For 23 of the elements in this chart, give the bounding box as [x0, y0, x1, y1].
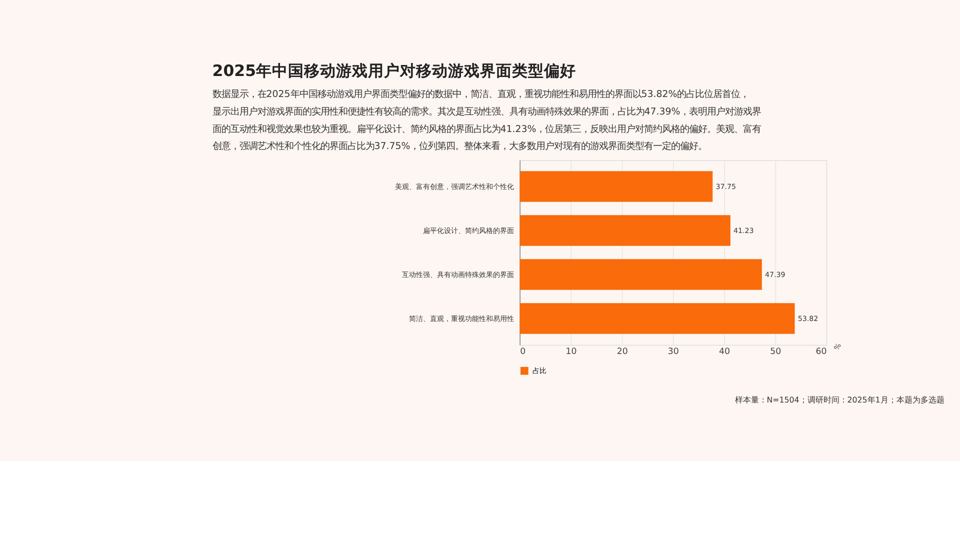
text: 样本量：N=1504；调研时间：2025年1月；本题为多选题 [734, 395, 944, 404]
data-label: 37.75 [716, 182, 736, 191]
bar [520, 303, 795, 334]
x-tick-label: 50 [770, 346, 782, 357]
bar [520, 171, 713, 202]
y-tick-label: 简洁、直观，重视功能性和易用性 [408, 314, 514, 323]
bar [520, 215, 730, 246]
x-tick-label: 30 [668, 346, 679, 357]
y-tick-label: 互动性强、具有动画特殊效果的界面 [402, 270, 514, 279]
data-label: 53.82 [798, 314, 818, 323]
bar [520, 259, 762, 290]
x-tick-label: 0 [520, 346, 526, 357]
legend-label: 占比 [532, 366, 546, 376]
y-tick-label: 美观、富有创意，强调艺术性和个性化 [394, 182, 514, 191]
x-tick-label: 10 [566, 346, 577, 357]
chart-title: 2025年中国移动游戏用户对移动游戏界面类型偏好 [212, 61, 576, 80]
x-tick-label: 40 [719, 346, 730, 357]
x-tick-label: 60 [816, 346, 827, 357]
y-tick-label: 扁平化设计、简约风格的界面 [422, 226, 514, 235]
data-label: 41.23 [734, 226, 754, 235]
x-tick-label: 20 [616, 346, 628, 357]
chart-subtitle: 数据显示，在2025年中国移动游戏用户界面类型偏好的数据中，简洁、直观，重视功能性和易用性的界面以53.82%的占比位居首位，显示出用户对游戏界面的实用性和便捷性有较高的需求。其次是互动性强、具有动画特殊效果的界面，占比为47.39%，表明用户对游戏界面的互动性和视觉效果也较为重视。扁平化设计、简约风格的界面占比为41.23%，位居第三，反映出用户对简约风格的偏好。美观、富有创意，强调艺术性和个性化的界面占比为37.75%，位列第四。整体来看，大多数用户对现有的游戏界面类型有一定的偏好。 [212, 89, 762, 152]
data-label: 47.39 [765, 270, 786, 279]
